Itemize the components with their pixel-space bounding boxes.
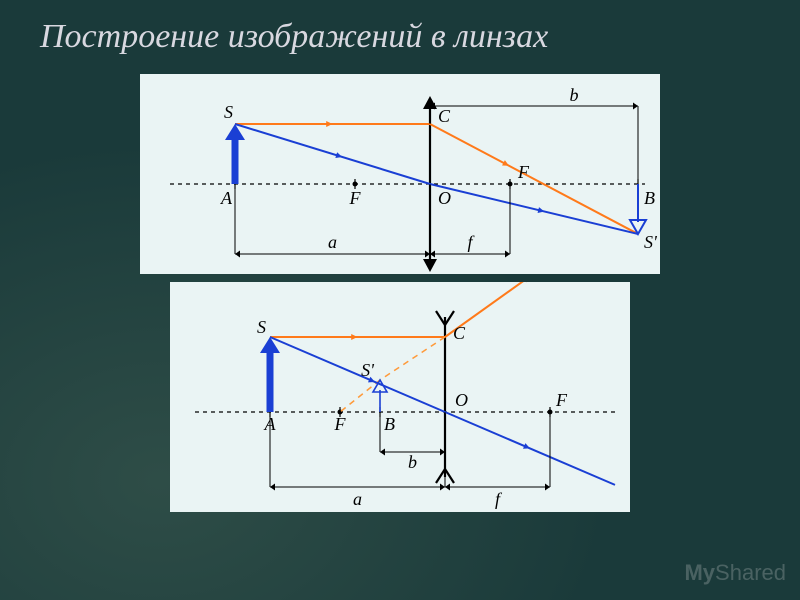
svg-text:b: b — [408, 452, 417, 472]
svg-text:C: C — [438, 106, 451, 126]
svg-text:f: f — [467, 232, 475, 252]
diagram-converging-lens: S C F A F O B S' a f b — [140, 74, 660, 274]
diagram-diverging-lens: S C O F A F B S' b a f — [170, 282, 630, 512]
diagram1-svg: S C F A F O B S' a f b — [140, 74, 660, 274]
page-title: Построение изображений в линзах — [0, 0, 800, 56]
svg-text:a: a — [353, 489, 362, 509]
svg-text:F: F — [555, 390, 568, 410]
svg-text:O: O — [438, 188, 451, 208]
svg-text:O: O — [455, 390, 468, 410]
svg-text:A: A — [220, 188, 233, 208]
watermark-rest: Shared — [715, 560, 786, 585]
watermark-bold: My — [684, 560, 715, 585]
svg-text:a: a — [328, 232, 337, 252]
diagram2-svg: S C O F A F B S' b a f — [170, 282, 630, 512]
watermark: MyShared — [684, 560, 786, 586]
svg-text:f: f — [495, 489, 503, 509]
svg-text:B: B — [644, 188, 655, 208]
svg-text:C: C — [453, 323, 466, 343]
svg-text:F: F — [517, 162, 530, 182]
diagram-stack: S C F A F O B S' a f b S C O F A F B S' b a f — [0, 74, 800, 512]
svg-text:S: S — [224, 102, 233, 122]
svg-text:S': S' — [361, 360, 375, 380]
svg-text:F: F — [334, 414, 347, 434]
svg-text:b: b — [570, 85, 579, 105]
svg-text:S': S' — [644, 232, 658, 252]
svg-text:B: B — [384, 414, 395, 434]
svg-text:F: F — [349, 188, 362, 208]
svg-text:S: S — [257, 317, 266, 337]
svg-text:A: A — [264, 414, 277, 434]
